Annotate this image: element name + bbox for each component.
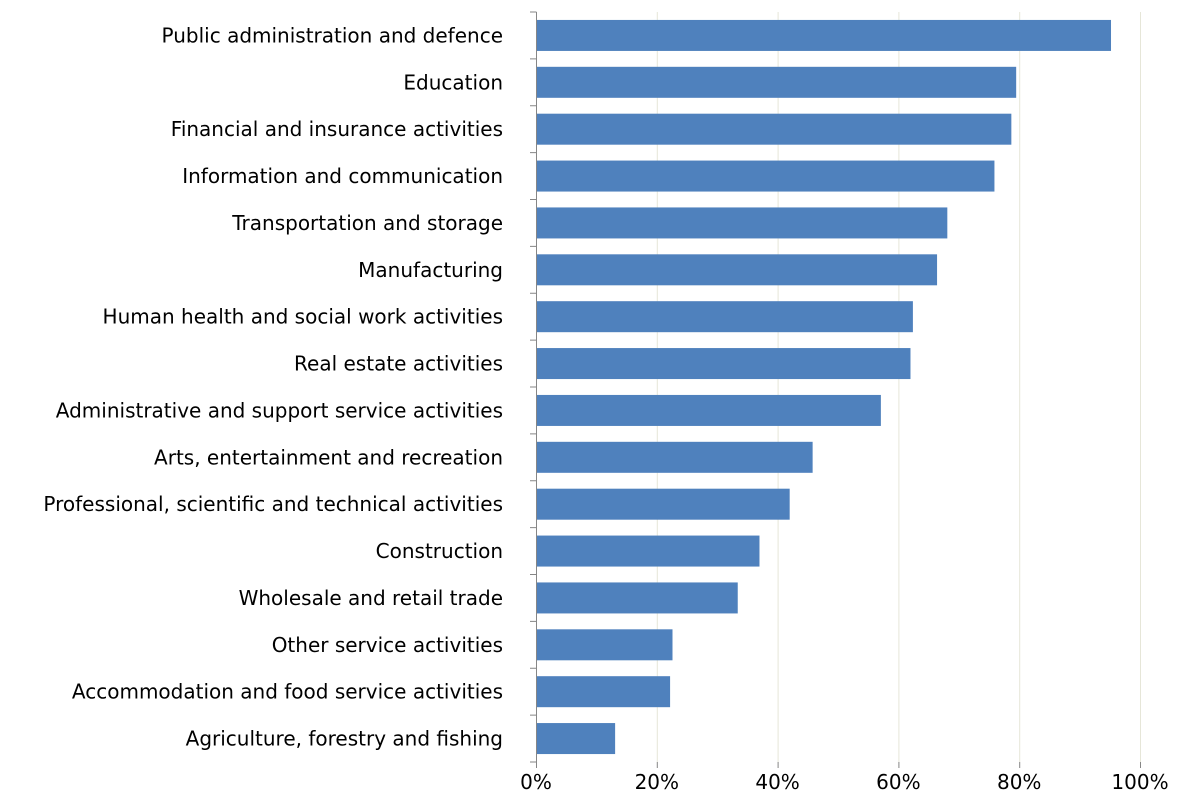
- x-tick-label: 0%: [520, 770, 552, 794]
- bar: [536, 441, 813, 473]
- bar: [536, 488, 790, 520]
- x-tick-label: 100%: [1111, 770, 1168, 794]
- x-tick-label: 20%: [635, 770, 679, 794]
- bar: [536, 160, 995, 192]
- tick-labels: 0% 20% 40% 60% 80% 100%: [520, 770, 1168, 794]
- category-labels: Public administration and defence Educati…: [43, 23, 503, 750]
- category-label: Public administration and defence: [162, 23, 503, 47]
- bar: [536, 394, 881, 426]
- category-label: Accommodation and food service activitie…: [72, 680, 503, 704]
- category-label: Real estate activities: [294, 352, 503, 376]
- category-label: Education: [403, 70, 503, 94]
- category-label: Construction: [376, 539, 503, 563]
- x-tick-label: 40%: [755, 770, 799, 794]
- bar: [536, 207, 948, 239]
- category-label: Financial and insurance activities: [171, 117, 503, 141]
- bar: [536, 113, 1012, 145]
- bar: [536, 535, 760, 567]
- x-tick-label: 80%: [997, 770, 1041, 794]
- bar: [536, 66, 1017, 98]
- category-label: Information and communication: [182, 164, 503, 188]
- x-tick-label: 60%: [876, 770, 920, 794]
- bar: [536, 629, 673, 661]
- bars: [536, 19, 1112, 755]
- bar: [536, 723, 616, 755]
- category-label: Agriculture, forestry and fishing: [186, 727, 503, 751]
- bar: [536, 582, 738, 614]
- category-label: Administrative and support service activ…: [56, 398, 503, 422]
- bar: [536, 676, 671, 708]
- bar: [536, 254, 938, 286]
- category-label: Wholesale and retail trade: [239, 586, 503, 610]
- axes: [530, 11, 1141, 768]
- category-label: Transportation and storage: [231, 211, 503, 235]
- category-label: Manufacturing: [358, 258, 503, 282]
- category-label: Professional, scientific and technical a…: [43, 492, 503, 516]
- category-label: Other service activities: [272, 633, 503, 657]
- bar: [536, 301, 913, 333]
- category-label: Arts, entertainment and recreation: [154, 445, 503, 469]
- category-label: Human health and social work activities: [103, 305, 503, 329]
- bar: [536, 19, 1112, 51]
- bar: [536, 348, 911, 380]
